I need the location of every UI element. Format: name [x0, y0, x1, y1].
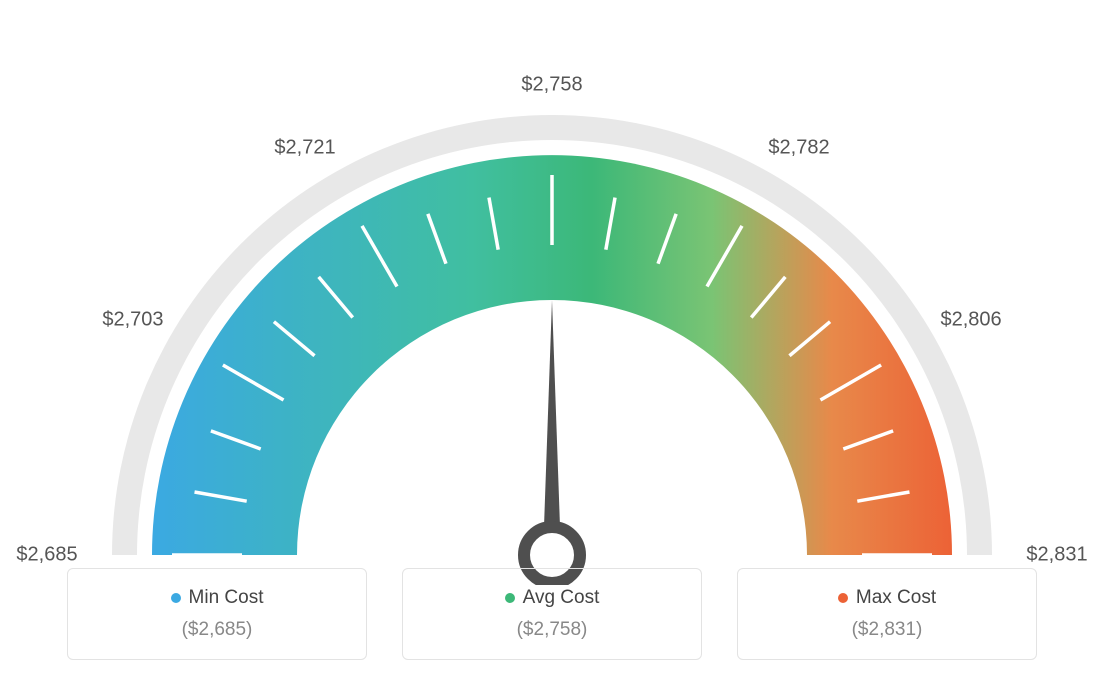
summary-cards: Min Cost ($2,685) Avg Cost ($2,758) Max … — [67, 568, 1037, 660]
gauge-svg — [0, 25, 1104, 585]
avg-cost-label: Avg Cost — [425, 587, 679, 609]
avg-cost-value: ($2,758) — [425, 619, 679, 641]
max-cost-value: ($2,831) — [760, 619, 1014, 641]
tick-label: $2,721 — [274, 136, 335, 159]
min-cost-label: Min Cost — [90, 587, 344, 609]
max-cost-text: Max Cost — [856, 587, 936, 608]
max-cost-label: Max Cost — [760, 587, 1014, 609]
tick-label: $2,806 — [940, 309, 1001, 332]
max-cost-card: Max Cost ($2,831) — [737, 568, 1037, 660]
max-dot — [838, 593, 848, 603]
min-cost-card: Min Cost ($2,685) — [67, 568, 367, 660]
avg-cost-text: Avg Cost — [523, 587, 600, 608]
tick-label: $2,703 — [102, 309, 163, 332]
min-cost-value: ($2,685) — [90, 619, 344, 641]
gauge-chart — [0, 25, 1104, 590]
tick-label: $2,782 — [768, 136, 829, 159]
tick-label: $2,758 — [521, 74, 582, 97]
avg-dot — [505, 593, 515, 603]
avg-cost-card: Avg Cost ($2,758) — [402, 568, 702, 660]
min-cost-text: Min Cost — [189, 587, 264, 608]
tick-label: $2,831 — [1026, 544, 1087, 567]
min-dot — [171, 593, 181, 603]
tick-label: $2,685 — [16, 544, 77, 567]
